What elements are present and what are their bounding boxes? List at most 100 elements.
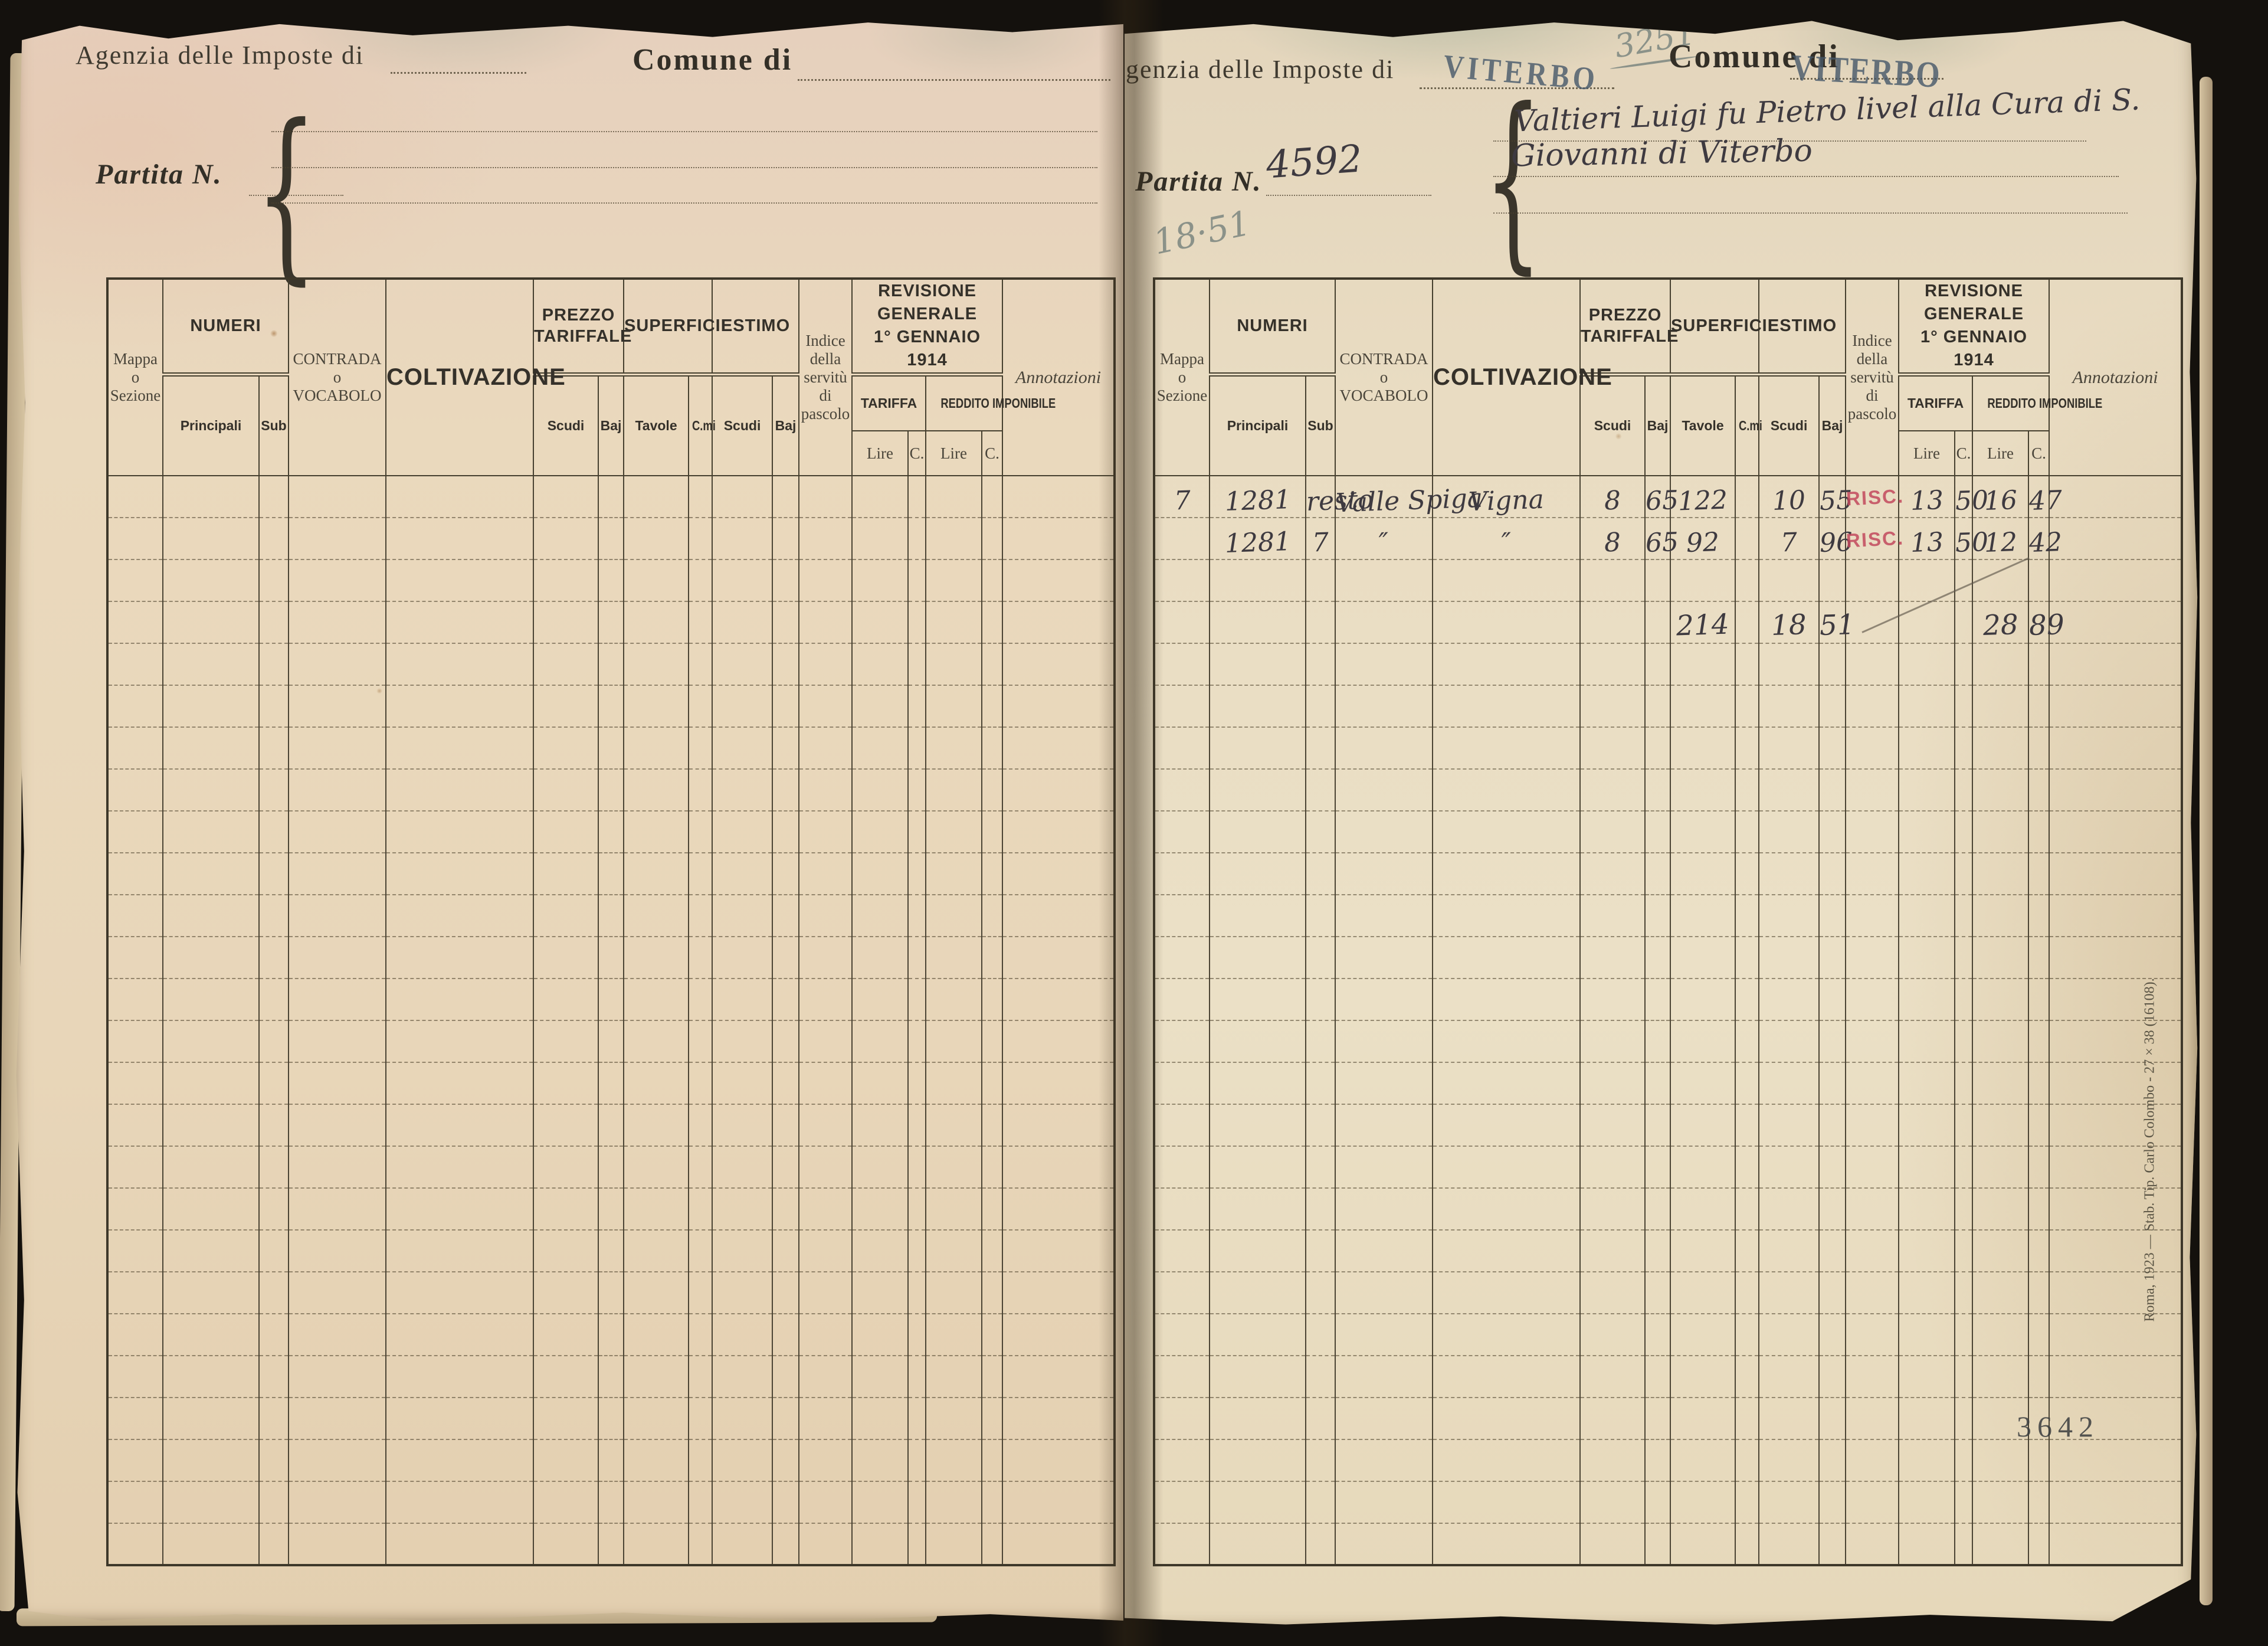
cell-prezzo_scudi xyxy=(533,1439,599,1483)
cell-prezzo_scudi xyxy=(533,1104,599,1147)
partita-line-1 xyxy=(271,131,1097,132)
cell-estimo_scudi xyxy=(712,476,774,519)
cell-sub xyxy=(258,1230,290,1273)
table-row xyxy=(107,1104,1116,1147)
cell-tavole xyxy=(623,685,690,728)
owner-name-line-2: Giovanni di Viterbo xyxy=(1510,133,1813,174)
cell-sub xyxy=(1305,685,1336,728)
cell-contrada xyxy=(1335,601,1434,644)
cell-prezzo_baj xyxy=(1644,895,1671,938)
cell-annotazioni xyxy=(2049,1439,2183,1483)
cell-sub xyxy=(1305,769,1336,812)
cell-contrada xyxy=(288,1272,387,1315)
cell-tariffa_lire xyxy=(851,476,909,519)
cell-coltivazione xyxy=(385,643,535,686)
cell-contrada xyxy=(1335,1481,1434,1524)
table-row xyxy=(1153,1481,2183,1524)
cell-tariffa_c xyxy=(1954,769,1974,812)
cell-reddito_c xyxy=(981,895,1004,938)
cell-indice xyxy=(1845,1481,1900,1524)
cell-mappa xyxy=(107,1314,163,1357)
cell-reddito_c xyxy=(981,769,1004,812)
cell-prezzo_scudi xyxy=(533,853,599,896)
cell-sub xyxy=(258,1104,290,1147)
cell-indice xyxy=(798,1146,853,1189)
cell-contrada xyxy=(1335,1188,1434,1231)
cell-principali xyxy=(162,1439,260,1483)
cell-reddito_c: 89 xyxy=(2028,601,2065,644)
cell-prezzo_scudi xyxy=(533,1523,599,1566)
cell-prezzo_scudi xyxy=(533,685,599,728)
folio-number-stamp: 3642 xyxy=(2017,1410,2099,1443)
cell-tariffa_lire xyxy=(851,1062,909,1105)
cell-estimo_scudi: 7 xyxy=(1758,518,1820,561)
cell-cmi xyxy=(688,727,713,770)
cell-indice xyxy=(798,1104,853,1147)
cell-annotazioni xyxy=(1002,476,1116,519)
cell-estimo_scudi xyxy=(1758,1272,1820,1315)
cell-cmi xyxy=(688,1062,713,1105)
col-header-prezzo: PREZZO TARIFFALE xyxy=(533,277,631,377)
cell-estimo_baj xyxy=(1818,769,1847,812)
cell-estimo_scudi xyxy=(712,559,774,603)
cell-tariffa_lire xyxy=(1898,727,1956,770)
table-row xyxy=(107,1523,1116,1566)
cell-mappa xyxy=(1153,853,1210,896)
table-row xyxy=(1153,937,2183,980)
cell-indice xyxy=(1845,895,1900,938)
cell-indice xyxy=(1845,643,1900,686)
cell-mappa xyxy=(107,685,163,728)
cell-estimo_scudi xyxy=(712,1523,774,1566)
cell-tavole xyxy=(1670,937,1736,980)
table-row xyxy=(1153,1104,2183,1147)
cell-prezzo_baj xyxy=(1644,1523,1671,1566)
cell-indice xyxy=(798,853,853,896)
cell-annotazioni xyxy=(1002,1398,1116,1441)
cell-reddito_lire xyxy=(1972,1230,2030,1273)
cell-coltivazione xyxy=(1432,1062,1581,1105)
cell-reddito_lire xyxy=(1972,1272,2030,1315)
cell-reddito_lire xyxy=(925,1104,983,1147)
cell-prezzo_scudi xyxy=(533,769,599,812)
cell-cmi xyxy=(688,643,713,686)
cell-sub xyxy=(258,1188,290,1231)
handwritten-value: ″ xyxy=(1378,527,1389,558)
cell-annotazioni xyxy=(2049,1481,2183,1524)
cell-reddito_lire xyxy=(925,1272,983,1315)
cell-principali xyxy=(1209,937,1306,980)
cell-sub xyxy=(258,727,290,770)
table-row xyxy=(1153,895,2183,938)
cell-tavole xyxy=(1670,769,1736,812)
cell-cmi xyxy=(688,601,713,644)
cell-reddito_c xyxy=(981,1356,1004,1399)
cell-tavole xyxy=(623,559,690,603)
cell-tavole xyxy=(1670,685,1736,728)
cell-reddito_c xyxy=(981,1523,1004,1566)
cell-tariffa_c xyxy=(907,559,927,603)
cell-principali xyxy=(162,1356,260,1399)
cell-reddito_lire xyxy=(925,1314,983,1357)
cell-mappa xyxy=(107,1439,163,1483)
printer-imprint: Roma, 1923 — Stab. Tip. Carlo Colombo - … xyxy=(2142,978,2158,1322)
cell-principali xyxy=(162,1104,260,1147)
cell-reddito_c xyxy=(2028,1481,2050,1524)
cell-estimo_baj xyxy=(772,1230,800,1273)
table-row xyxy=(107,1398,1116,1441)
cell-estimo_scudi xyxy=(712,769,774,812)
cell-prezzo_baj xyxy=(598,559,625,603)
cell-tariffa_c xyxy=(1954,979,1974,1022)
cell-tariffa_c xyxy=(907,518,927,561)
cell-principali xyxy=(162,685,260,728)
cell-tariffa_lire xyxy=(1898,601,1956,644)
cell-contrada xyxy=(1335,1356,1434,1399)
cell-estimo_baj xyxy=(772,1272,800,1315)
cell-reddito_c xyxy=(981,979,1004,1022)
cell-tavole xyxy=(623,937,690,980)
cell-prezzo_scudi xyxy=(1579,1146,1646,1189)
cell-prezzo_baj xyxy=(598,1523,625,1566)
cell-indice xyxy=(798,643,853,686)
cell-mappa xyxy=(1153,1104,1210,1147)
cell-estimo_baj xyxy=(1818,1272,1847,1315)
cell-principali xyxy=(162,643,260,686)
cell-annotazioni xyxy=(1002,811,1116,854)
